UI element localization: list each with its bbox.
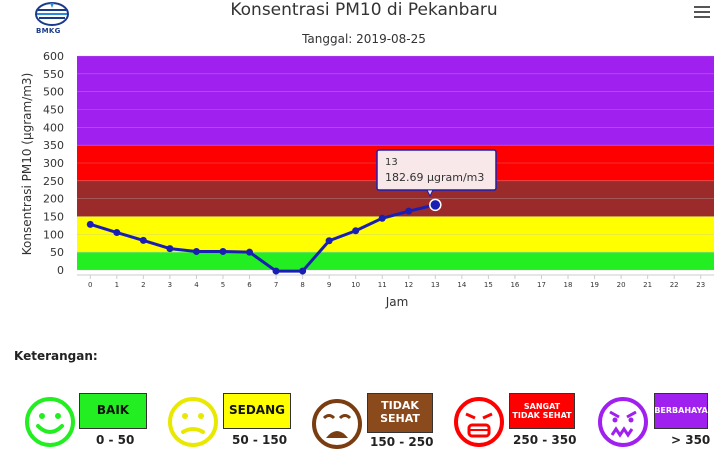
legend-label-sedang: SEDANG — [223, 393, 291, 429]
chart-title: Konsentrasi PM10 di Pekanbaru — [230, 0, 498, 20]
data-point — [113, 229, 121, 237]
y-tick-label: 350 — [43, 139, 64, 152]
y-tick-label: 400 — [43, 121, 64, 134]
series-line — [89, 203, 436, 273]
data-point — [139, 236, 147, 244]
data-point — [352, 227, 360, 235]
y-tick-label: 150 — [43, 211, 64, 224]
x-axis-label: Jam — [385, 295, 409, 309]
x-tick-label: 6 — [247, 281, 252, 289]
y-tick-label: 100 — [43, 228, 64, 241]
x-tick-label: 4 — [194, 281, 199, 289]
legend-label-berbahaya: BERBAHAYA — [654, 393, 708, 429]
y-tick-label: 600 — [43, 50, 64, 63]
x-tick-label: 13 — [431, 281, 440, 289]
context-menu-icon[interactable] — [694, 6, 710, 20]
y-tick-label: 50 — [50, 246, 64, 259]
x-tick-label: 17 — [537, 281, 546, 289]
legend-label-sangat-tidak-sehat: SANGAT TIDAK SEHAT — [509, 393, 575, 429]
sick-face-icon — [454, 397, 504, 447]
y-tick-label: 500 — [43, 86, 64, 99]
legend-range-tidak-sehat: 150 - 250 — [370, 435, 434, 449]
x-tick-label: 0 — [88, 281, 92, 289]
x-tick-label: 22 — [670, 281, 679, 289]
x-tick-label: 12 — [404, 281, 413, 289]
data-tooltip: 13 182.69 µgram/m3 — [376, 149, 497, 198]
x-tick-label: 7 — [274, 281, 278, 289]
data-point — [378, 214, 386, 222]
y-tick-label: 200 — [43, 193, 64, 206]
data-point — [86, 220, 94, 228]
x-tick-label: 5 — [221, 281, 225, 289]
x-tick-label: 21 — [643, 281, 652, 289]
y-tick-label: 550 — [43, 68, 64, 81]
x-tick-label: 23 — [696, 281, 705, 289]
y-tick-label: 0 — [57, 264, 64, 277]
x-tick-label: 15 — [484, 281, 493, 289]
data-point — [219, 247, 227, 255]
legend-label-tidak-sehat: TIDAK SEHAT — [367, 393, 433, 433]
plot-band-0 — [77, 252, 714, 270]
tooltip-hour: 13 — [385, 157, 398, 168]
x-tick-label: 16 — [510, 281, 519, 289]
data-point — [246, 248, 254, 256]
data-point — [325, 237, 333, 245]
x-tick-label: 1 — [115, 281, 119, 289]
y-tick-label: 250 — [43, 175, 64, 188]
x-tick-label: 9 — [327, 281, 331, 289]
bmkg-logo — [35, 2, 69, 26]
legend-title: Keterangan: — [14, 349, 98, 363]
y-tick-label: 450 — [43, 104, 64, 117]
x-tick-label: 3 — [168, 281, 172, 289]
legend-label-baik: BAIK — [79, 393, 147, 429]
tooltip-box — [376, 149, 497, 191]
happy-face-icon — [25, 397, 75, 447]
highlighted-data-point — [429, 198, 442, 212]
legend-range-berbahaya: > 350 — [671, 433, 711, 447]
neutral-face-icon — [168, 397, 218, 447]
legend-range-sedang: 50 - 150 — [232, 433, 288, 447]
data-point — [192, 247, 200, 255]
angry-face-icon — [598, 397, 648, 447]
x-tick-label: 8 — [300, 281, 304, 289]
x-tick-label: 10 — [351, 281, 360, 289]
x-tick-label: 2 — [141, 281, 145, 289]
data-point — [272, 267, 280, 275]
plot-band-4 — [77, 56, 714, 146]
logo-text: BMKG — [36, 27, 61, 35]
unhappy-face-icon — [312, 399, 362, 449]
x-tick-label: 18 — [564, 281, 573, 289]
x-tick-label: 11 — [378, 281, 387, 289]
legend-range-baik: 0 - 50 — [96, 433, 135, 447]
data-point — [166, 245, 174, 253]
x-tick-label: 19 — [590, 281, 599, 289]
y-axis-label: Konsentrasi PM10 (µgram/m3) — [20, 73, 34, 255]
chart-subtitle: Tanggal: 2019-08-25 — [302, 32, 426, 46]
data-point — [405, 207, 413, 215]
legend-range-sangat-tidak-sehat: 250 - 350 — [513, 433, 577, 447]
x-tick-label: 20 — [617, 281, 626, 289]
y-tick-label: 300 — [43, 157, 64, 170]
tooltip-value: 182.69 µgram/m3 — [385, 171, 484, 184]
data-point — [299, 267, 307, 275]
x-tick-label: 14 — [457, 281, 466, 289]
tooltip-pointer — [426, 189, 434, 198]
